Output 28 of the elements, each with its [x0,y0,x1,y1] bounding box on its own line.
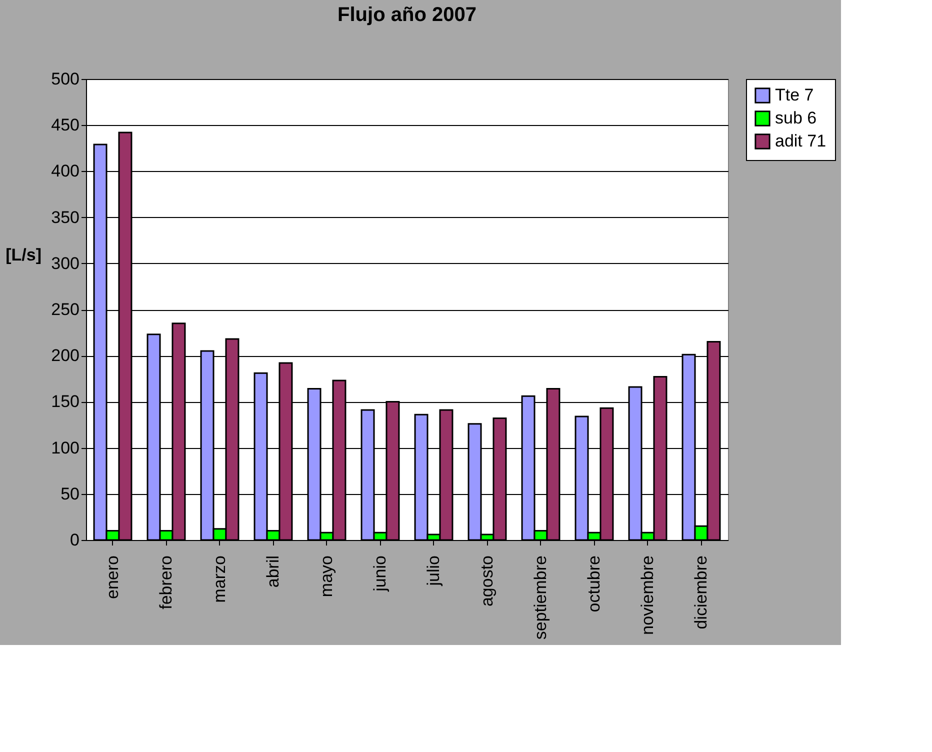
y-tick-label: 100 [51,438,80,458]
y-axis-title: [L/s] [6,246,42,264]
y-tick-label: 300 [51,254,80,273]
y-tick-label: 400 [51,162,80,181]
x-tick-label: marzo [210,556,229,603]
chart-title: Flujo año 2007 [338,4,476,26]
x-tick-label: mayo [316,556,336,598]
y-tick-label: 0 [70,530,80,550]
y-tick-label: 250 [51,300,80,319]
legend-label: Tte 7 [775,86,814,104]
legend-label: adit 71 [775,132,826,150]
x-tick-label: diciembre [691,556,710,630]
y-tick-label: 500 [51,70,80,88]
x-tick-label: agosto [477,556,496,607]
x-tick-label: abril [263,556,282,588]
x-tick-label: febrero [156,556,176,610]
x-tick-label: septiembre [530,556,550,640]
y-tick-label: 150 [51,392,80,412]
legend-label: sub 6 [775,108,817,128]
x-tick-label: noviembre [638,556,657,635]
x-tick-label: junio [370,556,390,592]
x-tick-label: enero [102,556,122,599]
y-tick-label: 350 [51,208,80,227]
y-tick-label: 50 [60,484,80,504]
x-tick-label: julio [424,556,443,587]
y-tick-label: 450 [51,116,80,135]
y-tick-label: 200 [51,346,80,366]
x-tick-label: octubre [584,556,604,612]
